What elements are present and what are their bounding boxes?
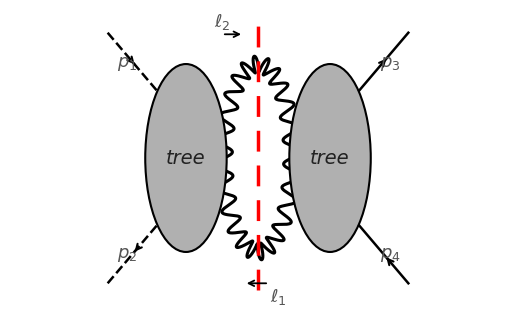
Text: tree: tree — [166, 149, 206, 167]
Ellipse shape — [289, 64, 371, 252]
Text: $p_2$: $p_2$ — [117, 246, 137, 264]
Text: $p_4$: $p_4$ — [380, 246, 401, 264]
Ellipse shape — [145, 64, 227, 252]
Text: $p_1$: $p_1$ — [117, 55, 137, 73]
Text: $\ell_1$: $\ell_1$ — [270, 287, 286, 307]
Text: $\ell_2$: $\ell_2$ — [214, 12, 230, 32]
Text: tree: tree — [310, 149, 350, 167]
Text: $p_3$: $p_3$ — [380, 55, 400, 73]
